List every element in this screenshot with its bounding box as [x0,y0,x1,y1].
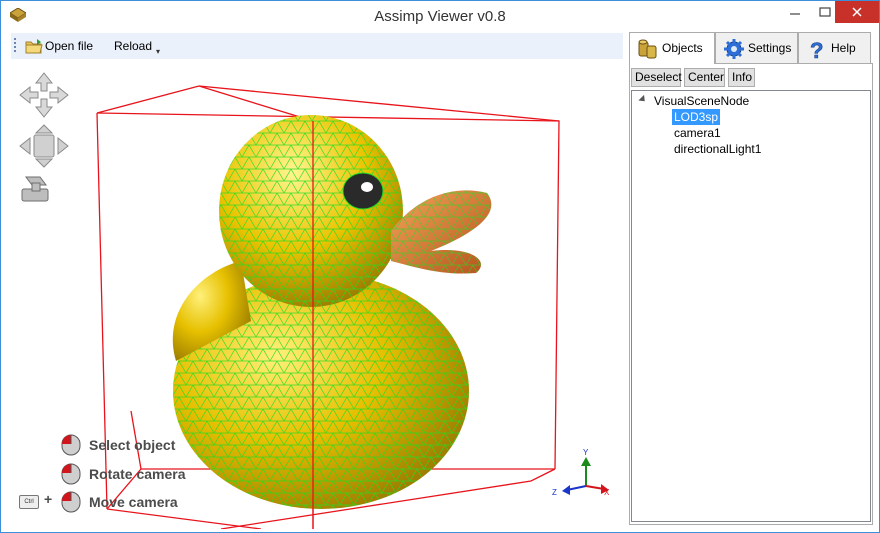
tree-node[interactable]: directionalLight1 [674,142,762,156]
tab-help-label: Help [831,41,856,55]
toolbar-grip-icon[interactable] [14,37,17,55]
gear-icon [724,39,744,59]
scene-tree[interactable]: VisualSceneNode LOD3sp camera1 direction… [631,90,871,522]
app-icon [10,8,26,22]
zoom-camera-icon[interactable] [18,173,54,207]
pan-arrows-icon[interactable] [18,71,70,119]
axis-x-label: X [604,488,610,497]
deselect-button[interactable]: Deselect [631,68,682,87]
mouse-left-icon [61,434,81,456]
tree-node-root[interactable]: VisualSceneNode [654,94,750,108]
hint-rotate-camera: Rotate camera [89,466,186,482]
svg-text:?: ? [810,38,823,60]
side-tabs: Objects Settings ? Help [629,32,873,64]
objects-icon [638,39,657,59]
tree-node[interactable]: camera1 [674,126,721,140]
toolbar-overflow-icon[interactable]: ▾ [156,47,161,56]
reload-button[interactable]: Reload [114,39,153,53]
minimize-button[interactable] [781,1,809,27]
help-icon: ? [810,38,824,60]
open-folder-icon [25,39,43,54]
open-file-button[interactable]: Open file [25,33,93,59]
duck-model[interactable] [172,115,492,509]
window-title: Assimp Viewer v0.8 [374,8,506,25]
render-viewport[interactable]: Y X Z [11,61,623,529]
tab-settings[interactable]: Settings [715,32,798,63]
tab-help[interactable]: ? Help [798,32,871,63]
open-file-label: Open file [45,39,94,53]
title-bar: Assimp Viewer v0.8 [1,1,879,31]
close-button[interactable] [835,1,879,23]
tab-objects-label: Objects [662,41,703,55]
axis-y-label: Y [583,448,589,457]
axis-gizmo: Y X Z [552,448,610,497]
maximize-button[interactable] [811,1,839,27]
ctrl-key-icon: Ctrl [19,495,39,509]
objects-panel: Deselect Center Info VisualSceneNode LOD… [629,63,873,525]
main-toolbar: Open file Reload ▾ [11,33,623,59]
tab-settings-label: Settings [748,41,792,55]
hint-move-camera: Move camera [89,494,178,510]
tab-objects[interactable]: Objects [629,32,715,64]
center-button[interactable]: Center [684,68,725,87]
mouse-left-icon [61,491,81,513]
info-button[interactable]: Info [728,68,755,87]
tree-node-selected[interactable]: LOD3sp [672,109,721,125]
hint-plus: + [44,491,53,507]
axis-z-label: Z [552,488,557,497]
expand-collapse-icon[interactable] [638,94,648,105]
rotate-arrows-icon[interactable] [18,123,70,169]
scene-render: Y X Z [96,85,610,529]
mouse-left-icon [61,463,81,485]
hint-select-object: Select object [89,437,176,453]
close-icon [852,7,862,17]
